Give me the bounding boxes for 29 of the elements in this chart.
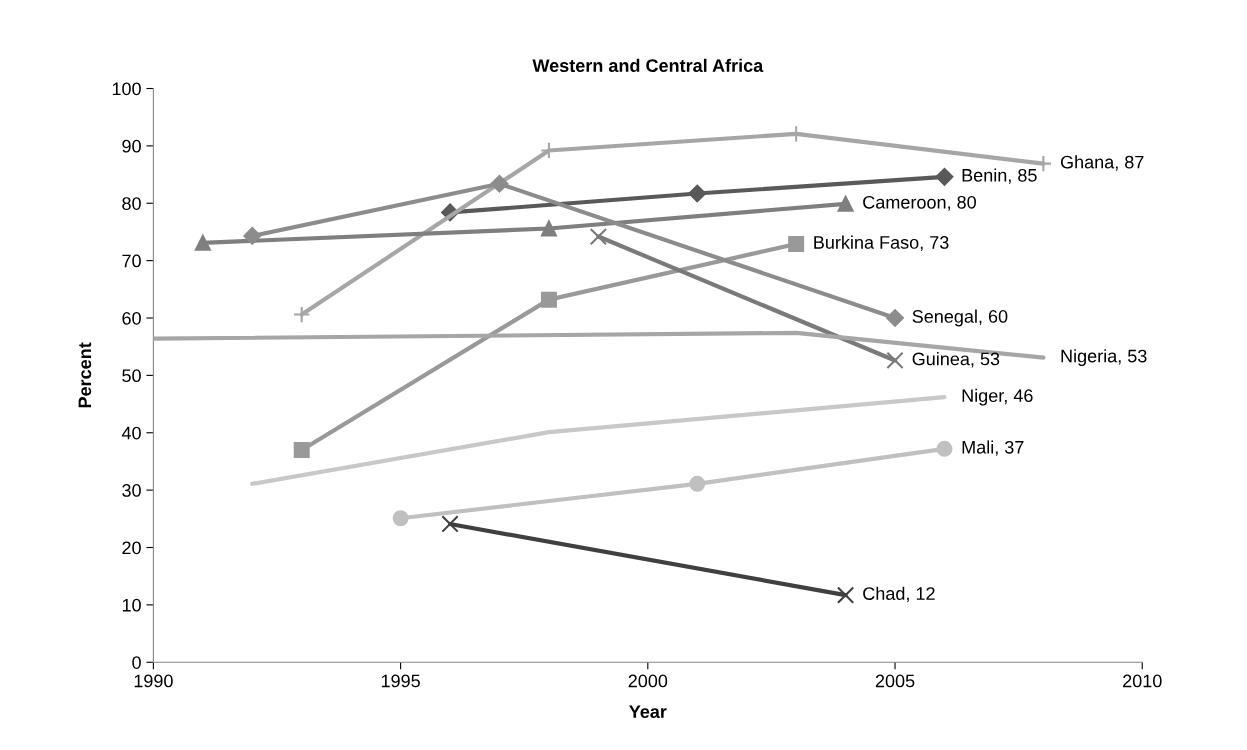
- y-tick-label: 70: [122, 254, 141, 268]
- x-tick-label: 1995: [381, 674, 420, 688]
- y-tick-label: 100: [112, 82, 141, 96]
- chart-title: Western and Central Africa: [532, 58, 764, 73]
- data-label: Cameroon, 80: [863, 195, 976, 211]
- y-tick-label: 10: [122, 598, 141, 612]
- data-label: Burkina Faso, 73: [814, 235, 949, 251]
- x-axis-title: Year: [629, 705, 667, 719]
- data-label: Chad, 12: [863, 586, 935, 603]
- y-tick-label: 40: [121, 426, 141, 440]
- y-tick-label: 50: [122, 369, 141, 383]
- y-tick-label: 80: [122, 197, 141, 210]
- y-tick-label: 20: [122, 541, 141, 555]
- data-label: Senegal, 60: [912, 309, 1008, 327]
- data-label: Nigeria, 53: [1061, 349, 1147, 366]
- y-axis-title: Percent: [78, 342, 92, 408]
- x-tick-label: 2005: [875, 674, 915, 688]
- y-tick-label: 0: [132, 656, 141, 669]
- data-label: Guinea, 53: [912, 352, 1000, 368]
- x-tick-label: 2010: [1123, 674, 1162, 688]
- y-tick-label: 90: [122, 139, 141, 153]
- x-tick-label: 2000: [628, 674, 668, 688]
- y-tick-label: 30: [122, 484, 141, 497]
- data-label: Niger, 46: [962, 388, 1033, 406]
- data-label: Ghana, 87: [1060, 155, 1144, 171]
- y-tick-label: 60: [122, 311, 141, 325]
- data-label: Benin, 85: [962, 168, 1037, 184]
- x-tick-label: 1990: [134, 674, 173, 688]
- data-label: Mali, 37: [962, 440, 1024, 456]
